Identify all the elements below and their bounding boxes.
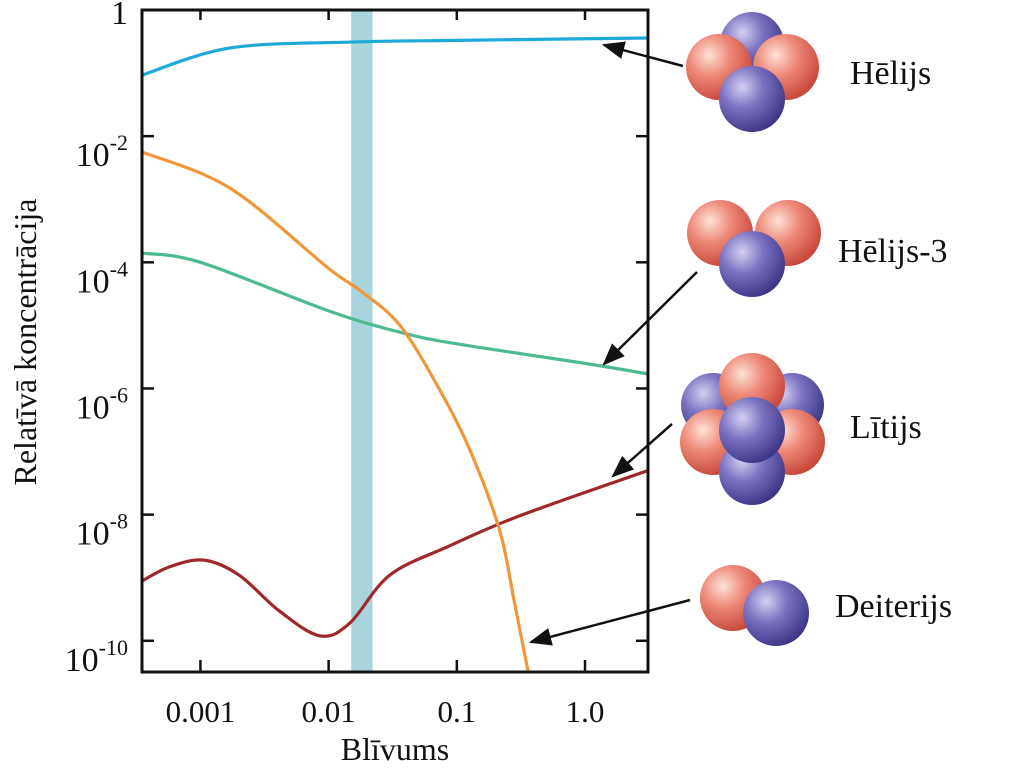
y-tick-label: 1: [111, 0, 128, 32]
y-axis-label: Relatīvā koncentrācija: [7, 199, 43, 486]
series-line: [142, 251, 648, 376]
x-tick-label: 0.001: [166, 694, 236, 729]
series-line: [142, 469, 648, 638]
series-label: Hēlijs-3: [838, 233, 948, 270]
y-tick-label: 10-6: [76, 382, 128, 426]
arrows: [528, 41, 698, 646]
x-axis-label: Blīvums: [341, 731, 449, 767]
y-tick-label: 10-2: [76, 130, 128, 174]
deuterium-atom: [700, 565, 809, 646]
y-tick-label: 10-8: [76, 509, 128, 553]
x-tick-label: 0.1: [437, 694, 476, 729]
helium3-atom: [687, 200, 821, 297]
x-tick-label: 1.0: [566, 694, 605, 729]
x-tick-label: 0.01: [302, 694, 356, 729]
series-line: [142, 36, 648, 77]
plot-frame: [140, 8, 650, 674]
series-line: [142, 150, 530, 672]
lithium-atom: [680, 353, 825, 505]
series-label: Hēlijs: [850, 55, 931, 92]
series-label: Deiterijs: [835, 588, 952, 625]
shaded-band: [351, 10, 373, 672]
plot-area: [142, 10, 648, 672]
y-tick-label: 10-4: [76, 256, 128, 300]
series-label: Lītijs: [850, 409, 922, 446]
y-tick-label: 10-10: [65, 635, 128, 679]
helium-atom: [686, 12, 819, 132]
